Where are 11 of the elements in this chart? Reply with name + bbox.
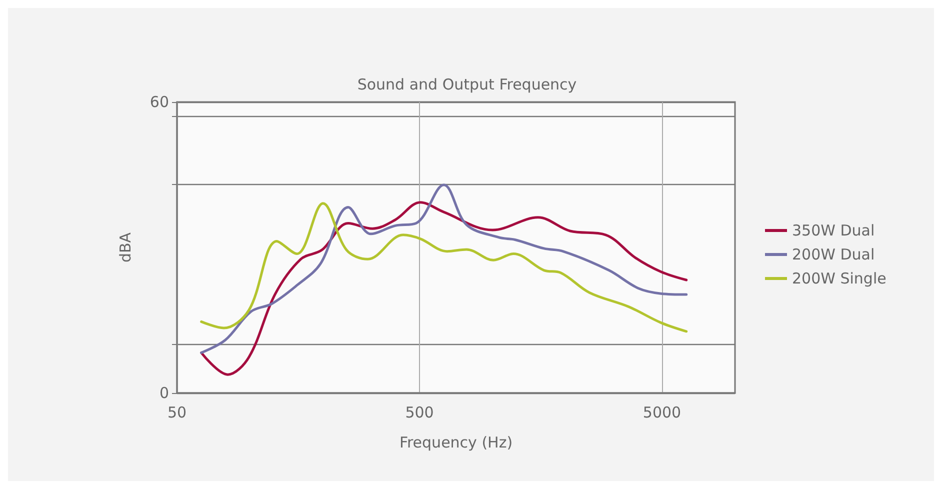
legend-label: 350W Dual bbox=[792, 222, 875, 240]
chart-title: Sound and Output Frequency bbox=[357, 76, 577, 94]
legend-label: 200W Dual bbox=[792, 246, 875, 264]
x-axis-title: Frequency (Hz) bbox=[399, 434, 513, 452]
x-tick-label: 5000 bbox=[642, 404, 682, 422]
y-axis-title: dBA bbox=[116, 232, 134, 263]
x-tick-label: 500 bbox=[405, 404, 434, 422]
legend-label: 200W Single bbox=[792, 270, 886, 288]
x-tick-label: 50 bbox=[167, 404, 187, 422]
y-tick-label: 60 bbox=[150, 93, 169, 111]
y-tick-label: 0 bbox=[159, 384, 169, 402]
